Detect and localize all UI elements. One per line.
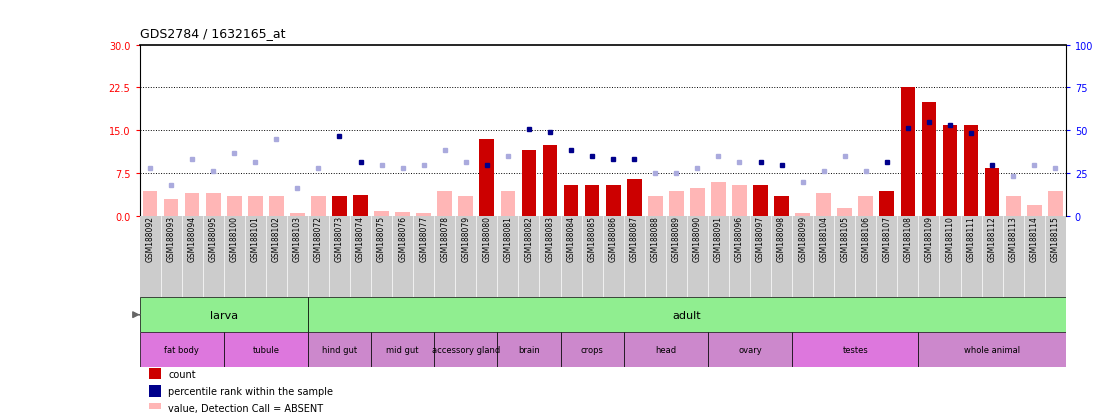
Bar [792,332,918,368]
Bar [333,197,347,217]
Bar [918,332,1066,368]
Bar [1027,205,1041,217]
Bar [964,126,979,217]
Bar [624,332,708,368]
Bar [732,185,747,217]
Bar [668,191,684,217]
Text: mid gut: mid gut [386,346,418,354]
Bar [606,185,620,217]
Text: fat body: fat body [164,346,199,354]
Bar [648,197,663,217]
Text: tubule: tubule [252,346,279,354]
Bar [248,197,262,217]
Text: brain: brain [518,346,540,354]
Bar [564,185,578,217]
Bar [943,126,958,217]
Bar [353,195,368,217]
Bar [775,197,789,217]
Text: crops: crops [580,346,604,354]
Bar [837,208,853,217]
Bar [879,191,894,217]
Bar [753,185,768,217]
Bar [521,151,537,217]
Text: ovary: ovary [738,346,762,354]
Text: GDS2784 / 1632165_at: GDS2784 / 1632165_at [140,26,285,40]
Bar [434,332,498,368]
Bar [560,332,624,368]
Bar [901,88,915,217]
Bar [371,332,434,368]
Bar [164,199,179,217]
Bar [585,185,599,217]
Bar [816,194,831,217]
Bar [627,180,642,217]
Text: value, Detection Call = ABSENT: value, Detection Call = ABSENT [169,404,324,413]
Bar [308,297,1066,332]
Bar [223,332,308,368]
Bar [922,102,936,217]
Bar [708,332,792,368]
Bar [140,332,223,368]
Bar [480,140,494,217]
Bar [308,332,371,368]
Bar [148,385,161,397]
Bar [1048,191,1062,217]
Text: hind gut: hind gut [321,346,357,354]
Bar [437,191,452,217]
Bar [290,214,305,217]
Bar [690,188,704,217]
Bar [711,183,725,217]
Text: count: count [169,369,195,379]
Text: percentile rank within the sample: percentile rank within the sample [169,386,334,396]
Bar [501,191,516,217]
Bar [269,197,283,217]
Bar [498,332,560,368]
Bar [148,403,161,413]
Bar [542,145,557,217]
Text: whole animal: whole animal [964,346,1020,354]
Bar [858,197,873,217]
Text: head: head [655,346,676,354]
Bar [459,197,473,217]
Bar [185,194,200,217]
Bar [311,197,326,217]
Bar [148,368,161,380]
Bar [395,212,410,217]
Bar [205,194,221,217]
Bar [140,297,308,332]
Bar [416,214,431,217]
Bar [1006,197,1020,217]
Bar [227,197,241,217]
Bar [143,191,157,217]
Text: testes: testes [843,346,868,354]
Bar [984,168,1000,217]
Text: larva: larva [210,310,238,320]
Bar [374,211,389,217]
Text: adult: adult [673,310,701,320]
Bar [796,214,810,217]
Text: accessory gland: accessory gland [432,346,500,354]
